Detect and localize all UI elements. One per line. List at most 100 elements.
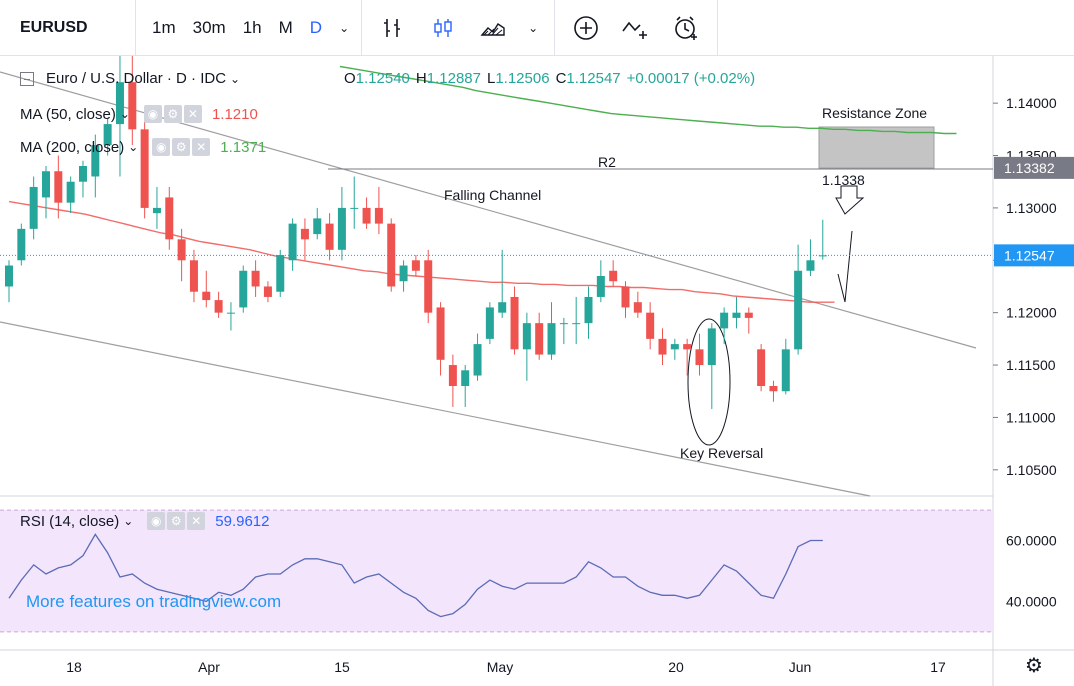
candle-body[interactable] bbox=[436, 307, 445, 360]
candle-body[interactable] bbox=[411, 260, 420, 271]
chevron-down-icon[interactable]: ⌄ bbox=[128, 140, 139, 154]
candle-body[interactable] bbox=[5, 265, 13, 287]
ma200-label[interactable]: MA (200, close) bbox=[20, 138, 125, 156]
candle-body[interactable] bbox=[313, 218, 322, 235]
interval-30m[interactable]: 30m bbox=[192, 17, 226, 37]
candle-body[interactable] bbox=[757, 349, 766, 386]
candle-body[interactable] bbox=[17, 228, 26, 261]
candle-body[interactable] bbox=[633, 302, 642, 313]
gear-icon[interactable]: ⚙ bbox=[167, 512, 186, 530]
candle-body[interactable] bbox=[781, 349, 790, 392]
gear-icon[interactable]: ⚙ bbox=[172, 138, 191, 156]
eye-icon[interactable]: ◉ bbox=[143, 105, 162, 123]
channel-lower-line[interactable] bbox=[0, 321, 871, 497]
candle-body[interactable] bbox=[720, 312, 729, 329]
candle-body[interactable] bbox=[670, 344, 679, 350]
candle-body[interactable] bbox=[41, 171, 50, 198]
candle-body[interactable] bbox=[177, 239, 186, 261]
interval-day[interactable]: D bbox=[309, 17, 323, 37]
key-reversal-ellipse[interactable] bbox=[687, 318, 731, 446]
ma50-line[interactable] bbox=[8, 200, 835, 303]
interval-1h[interactable]: 1h bbox=[242, 17, 262, 37]
candle-body[interactable] bbox=[485, 307, 494, 339]
candle-body[interactable] bbox=[263, 286, 272, 297]
projection-path[interactable] bbox=[837, 230, 853, 303]
last-price-tag[interactable] bbox=[994, 244, 1074, 267]
candle-body[interactable] bbox=[535, 323, 544, 355]
chevron-down-icon[interactable]: ⌄ bbox=[339, 20, 350, 35]
ma200-line[interactable] bbox=[339, 65, 957, 135]
collapse-icon[interactable] bbox=[20, 71, 34, 86]
candle-body[interactable] bbox=[226, 312, 235, 314]
bar-style-icon[interactable] bbox=[378, 13, 408, 43]
area-icon[interactable] bbox=[478, 13, 508, 43]
candle-body[interactable] bbox=[362, 207, 371, 224]
candle-body[interactable] bbox=[707, 328, 716, 366]
chevron-down-icon[interactable]: ⌄ bbox=[230, 71, 241, 86]
ma50-label[interactable]: MA (50, close) bbox=[20, 105, 116, 123]
candle-body[interactable] bbox=[683, 344, 692, 350]
candle-body[interactable] bbox=[461, 370, 470, 386]
candle-body[interactable] bbox=[337, 207, 346, 250]
candle-body[interactable] bbox=[29, 186, 38, 229]
interval-month[interactable]: M bbox=[278, 17, 293, 37]
candle-body[interactable] bbox=[399, 265, 408, 282]
candle-body[interactable] bbox=[794, 270, 803, 350]
chevron-down-icon[interactable]: ⌄ bbox=[528, 20, 539, 35]
candle-body[interactable] bbox=[596, 276, 605, 297]
candle-body[interactable] bbox=[54, 171, 63, 203]
alert-icon[interactable] bbox=[671, 13, 701, 43]
candle-body[interactable] bbox=[609, 270, 618, 282]
candle-body[interactable] bbox=[448, 365, 457, 386]
add-indicator-icon[interactable] bbox=[571, 13, 601, 43]
up-arrow-icon[interactable] bbox=[835, 185, 865, 215]
price-chart[interactable]: Resistance Zone R2 1.1338 Falling Channe… bbox=[0, 56, 1074, 686]
candle-body[interactable] bbox=[300, 228, 309, 240]
candle-body[interactable] bbox=[66, 181, 75, 203]
candle-body[interactable] bbox=[646, 312, 655, 339]
candle-body[interactable] bbox=[276, 255, 285, 292]
candle-body[interactable] bbox=[165, 197, 174, 240]
candle-body[interactable] bbox=[152, 207, 161, 214]
candle-body[interactable] bbox=[547, 323, 556, 355]
rsi-label[interactable]: RSI (14, close) bbox=[20, 512, 120, 530]
candle-body[interactable] bbox=[387, 223, 396, 287]
candle-body[interactable] bbox=[128, 82, 137, 130]
candle-body[interactable] bbox=[350, 207, 359, 209]
gear-icon[interactable]: ⚙ bbox=[163, 105, 182, 123]
candle-body[interactable] bbox=[572, 323, 581, 325]
eye-icon[interactable]: ◉ bbox=[147, 512, 166, 530]
candle-body[interactable] bbox=[424, 260, 433, 313]
tradingview-watermark[interactable]: More features on tradingview.com bbox=[26, 592, 282, 611]
compare-icon[interactable] bbox=[621, 13, 651, 43]
candle-body[interactable] bbox=[473, 344, 482, 376]
candle-body[interactable] bbox=[498, 302, 507, 313]
resistance-zone-box[interactable] bbox=[818, 126, 935, 169]
close-icon[interactable]: ✕ bbox=[183, 105, 202, 123]
candle-body[interactable] bbox=[325, 223, 334, 250]
symbol-title[interactable]: Euro / U.S. Dollar · D · IDC bbox=[46, 70, 227, 87]
candle-body[interactable] bbox=[140, 129, 149, 208]
close-icon[interactable]: ✕ bbox=[192, 138, 211, 156]
chevron-down-icon[interactable]: ⌄ bbox=[123, 514, 134, 528]
r2-price-tag[interactable] bbox=[994, 156, 1074, 179]
candle-body[interactable] bbox=[695, 349, 704, 366]
candle-body[interactable] bbox=[806, 260, 815, 271]
candle-body[interactable] bbox=[214, 300, 223, 313]
candle-body[interactable] bbox=[769, 386, 778, 392]
candle-body[interactable] bbox=[103, 124, 112, 146]
symbol-search[interactable]: EURUSD bbox=[0, 0, 136, 55]
candles-icon[interactable] bbox=[428, 13, 458, 43]
candle-body[interactable] bbox=[510, 296, 519, 350]
candle-body[interactable] bbox=[374, 207, 383, 224]
candle-body[interactable] bbox=[658, 338, 667, 355]
candle-body[interactable] bbox=[115, 82, 124, 125]
candle-body[interactable] bbox=[732, 312, 741, 318]
candle-body[interactable] bbox=[78, 166, 87, 182]
candle-body[interactable] bbox=[621, 286, 630, 308]
close-icon[interactable]: ✕ bbox=[187, 512, 206, 530]
candle-body[interactable] bbox=[584, 296, 593, 324]
candle-body[interactable] bbox=[288, 223, 297, 261]
candle-body[interactable] bbox=[522, 323, 531, 350]
candle-body[interactable] bbox=[251, 270, 260, 287]
